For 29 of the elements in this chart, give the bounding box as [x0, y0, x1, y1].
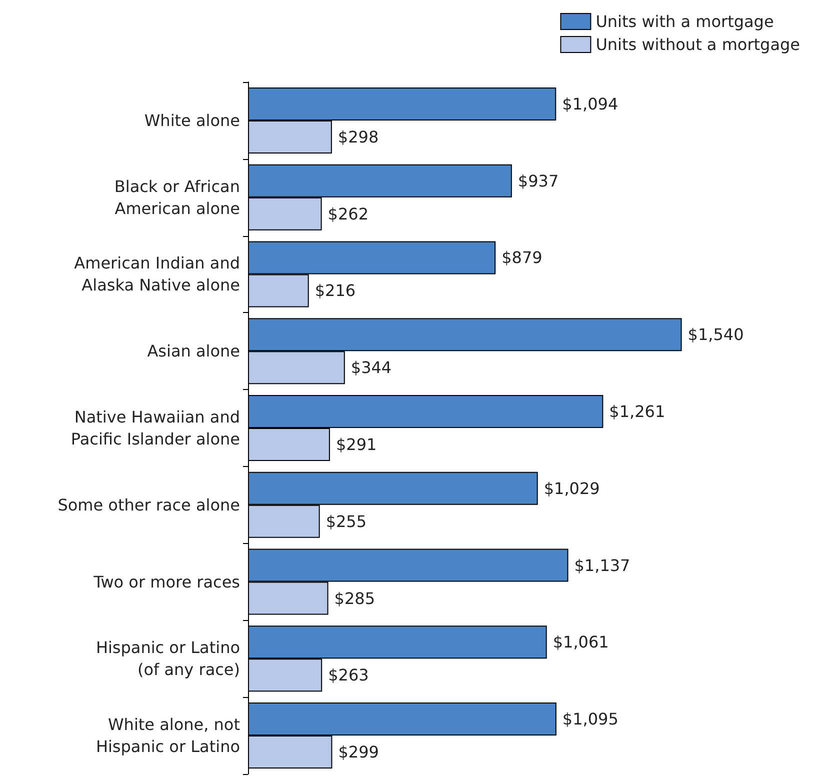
data-label: $937 [518, 171, 559, 190]
data-label: $879 [502, 248, 542, 268]
y-tick-label: Black or African American alone [114, 176, 240, 218]
y-tick-label: White alone, not Hispanic or Latino [96, 715, 240, 756]
data-label: $1,137 [574, 556, 630, 575]
y-tick-label: Hispanic or Latino (of any race) [96, 638, 240, 680]
data-label: $285 [334, 588, 375, 608]
data-label: $299 [338, 742, 379, 762]
data-label: $1,261 [609, 402, 666, 421]
data-label: $262 [328, 204, 369, 224]
data-label: $255 [326, 512, 367, 531]
data-label: $1,540 [688, 325, 744, 344]
legend-label: Units with a mortgage [596, 12, 774, 31]
data-label: $1,094 [562, 94, 618, 114]
data-label: $263 [328, 666, 369, 685]
y-tick-label: American Indian and Alaska Native alone [74, 254, 240, 295]
data-label: $298 [338, 127, 379, 146]
y-tick-label: Some other race alone [58, 495, 240, 514]
data-label: $344 [350, 358, 392, 378]
legend-label: Units without a mortgage [596, 35, 800, 54]
data-label: $1,095 [562, 710, 618, 729]
y-tick-label: Two or more races [92, 572, 240, 592]
data-label: $1,061 [552, 632, 609, 652]
y-tick-label: Native Hawaiian and Pacific Islander alone [70, 408, 240, 448]
data-label: $291 [336, 435, 377, 454]
y-tick-label: White alone [144, 110, 240, 130]
data-label: $1,029 [544, 478, 600, 498]
y-tick-label: Asian alone [147, 342, 240, 361]
data-label: $216 [314, 281, 356, 300]
